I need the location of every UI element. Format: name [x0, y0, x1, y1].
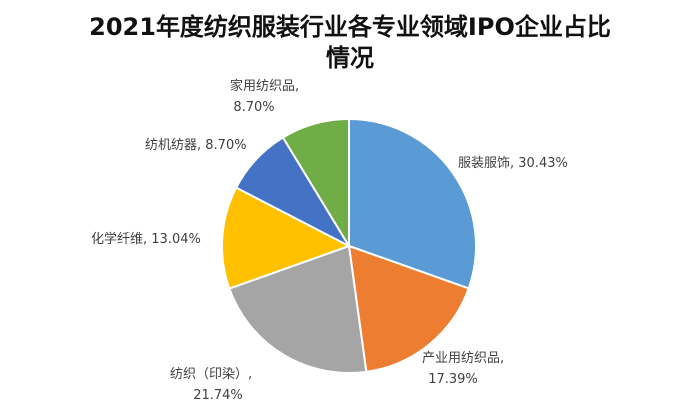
slice-industrial-textiles	[347, 244, 470, 373]
slice-label-industrial-textiles-line1: 产业用纺织品,	[422, 351, 504, 366]
slice-label-chemical-fiber: 化学纤维, 13.04%	[91, 231, 201, 247]
slice-label-textile-machinery: 纺机纺器, 8.70%	[145, 138, 247, 153]
slice-label-apparel: 服装服饰, 30.43%	[458, 156, 568, 171]
slice-dyeing	[228, 244, 368, 374]
chart-title: 2021年度纺织服装行业各专业领域IPO企业占比 情况	[0, 12, 700, 74]
slice-home-textiles	[281, 117, 350, 250]
slice-label-industrial-textiles-line2: 17.39%	[428, 372, 478, 387]
chart-title-line2: 情况	[326, 44, 374, 72]
pie-slices	[221, 117, 477, 374]
slice-label-home-textiles-line1: 家用纺织品,	[230, 78, 299, 94]
slice-chemical-fiber	[221, 186, 352, 290]
pie-labels: 服装服饰, 30.43% 产业用纺织品, 17.39% 纺织（印染）, 21.7…	[91, 78, 568, 403]
slice-label-dyeing-line2: 21.74%	[193, 388, 243, 403]
slice-label-dyeing-line1: 纺织（印染）,	[170, 367, 252, 382]
chart-title-line1: 2021年度纺织服装行业各专业领域IPO企业占比	[89, 13, 611, 41]
slice-label-home-textiles-line2: 8.70%	[233, 100, 274, 115]
slice-apparel	[348, 117, 477, 290]
